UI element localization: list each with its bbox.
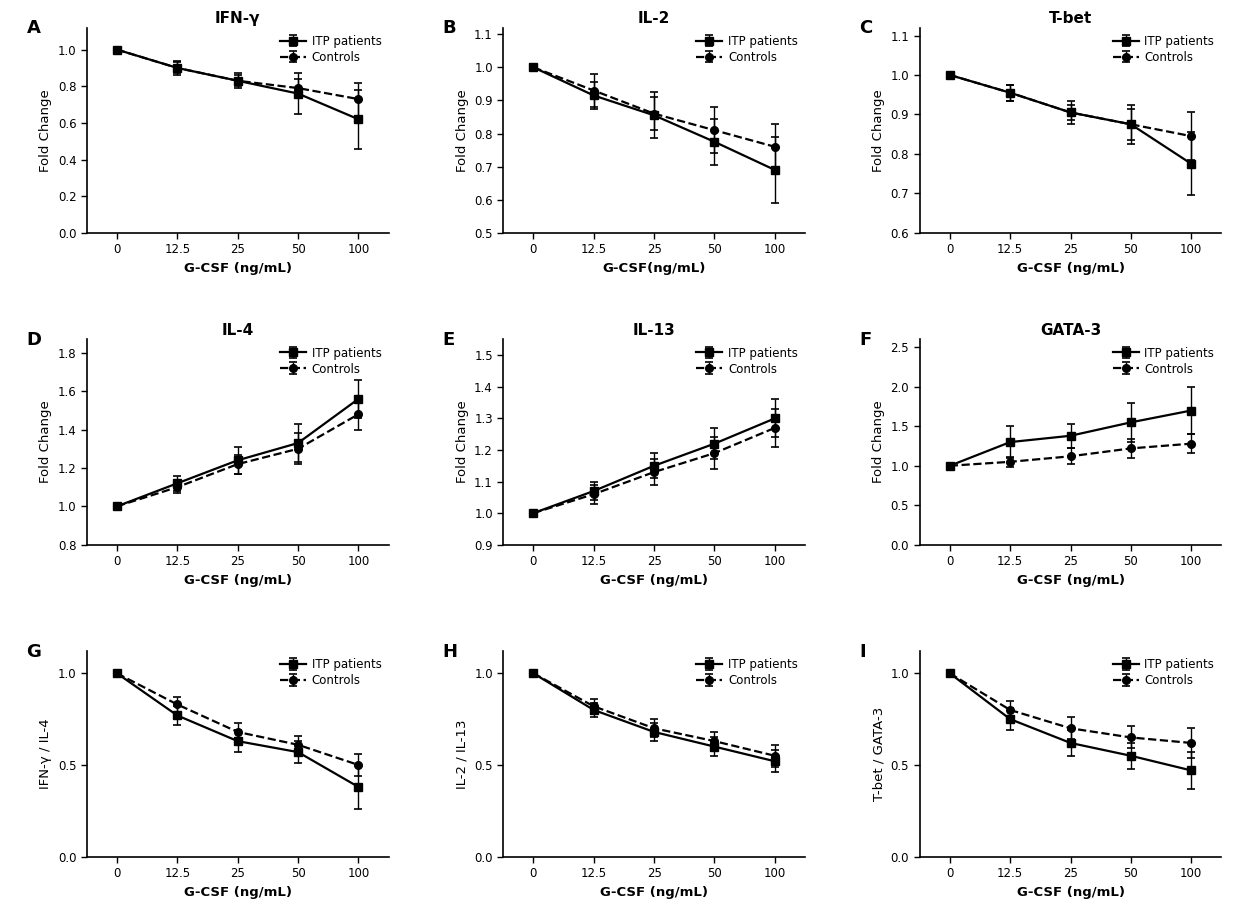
Title: IFN-γ: IFN-γ [215, 11, 260, 27]
Y-axis label: Fold Change: Fold Change [40, 401, 52, 484]
Legend: ITP patients, Controls: ITP patients, Controls [1107, 30, 1219, 68]
Y-axis label: Fold Change: Fold Change [40, 88, 52, 171]
Y-axis label: Fold Change: Fold Change [872, 401, 885, 484]
Legend: ITP patients, Controls: ITP patients, Controls [275, 30, 386, 68]
Title: GATA-3: GATA-3 [1040, 323, 1101, 338]
Title: IL-13: IL-13 [632, 323, 676, 338]
Text: I: I [859, 643, 866, 661]
Legend: ITP patients, Controls: ITP patients, Controls [692, 342, 802, 380]
Text: A: A [26, 19, 41, 38]
Text: B: B [443, 19, 456, 38]
X-axis label: G-CSF (ng/mL): G-CSF (ng/mL) [184, 885, 291, 899]
Title: IL-2: IL-2 [637, 11, 671, 27]
X-axis label: G-CSF (ng/mL): G-CSF (ng/mL) [600, 574, 708, 587]
Legend: ITP patients, Controls: ITP patients, Controls [1107, 342, 1219, 380]
Text: G: G [26, 643, 41, 661]
Title: T-bet: T-bet [1049, 11, 1092, 27]
X-axis label: G-CSF (ng/mL): G-CSF (ng/mL) [1017, 262, 1125, 274]
Y-axis label: IFN-γ / IL-4: IFN-γ / IL-4 [40, 718, 52, 789]
X-axis label: G-CSF (ng/mL): G-CSF (ng/mL) [1017, 885, 1125, 899]
Y-axis label: Fold Change: Fold Change [455, 401, 469, 484]
Y-axis label: Fold Change: Fold Change [455, 88, 469, 171]
Title: IL-4: IL-4 [222, 323, 254, 338]
Legend: ITP patients, Controls: ITP patients, Controls [275, 342, 386, 380]
Y-axis label: T-bet / GATA-3: T-bet / GATA-3 [872, 706, 885, 801]
X-axis label: G-CSF(ng/mL): G-CSF(ng/mL) [603, 262, 706, 274]
X-axis label: G-CSF (ng/mL): G-CSF (ng/mL) [184, 574, 291, 587]
Legend: ITP patients, Controls: ITP patients, Controls [1107, 654, 1219, 692]
X-axis label: G-CSF (ng/mL): G-CSF (ng/mL) [184, 262, 291, 274]
Text: D: D [26, 332, 41, 349]
Text: H: H [443, 643, 458, 661]
Y-axis label: Fold Change: Fold Change [872, 88, 885, 171]
Y-axis label: IL-2 / IL-13: IL-2 / IL-13 [455, 719, 469, 788]
Text: F: F [859, 332, 872, 349]
X-axis label: G-CSF (ng/mL): G-CSF (ng/mL) [1017, 574, 1125, 587]
Text: E: E [443, 332, 455, 349]
Legend: ITP patients, Controls: ITP patients, Controls [275, 654, 386, 692]
Text: C: C [859, 19, 873, 38]
Legend: ITP patients, Controls: ITP patients, Controls [692, 654, 802, 692]
Legend: ITP patients, Controls: ITP patients, Controls [692, 30, 802, 68]
X-axis label: G-CSF (ng/mL): G-CSF (ng/mL) [600, 885, 708, 899]
